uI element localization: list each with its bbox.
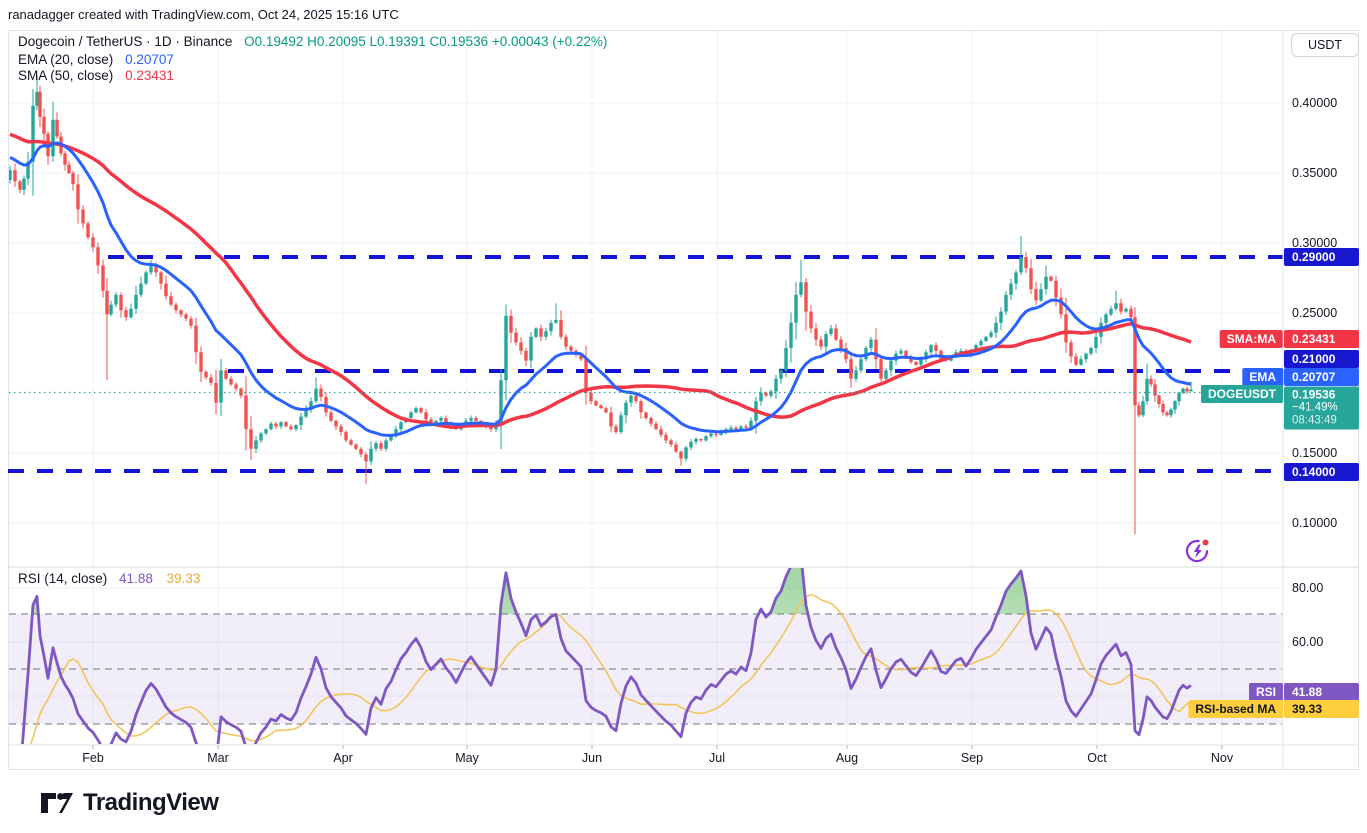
symbol-title: Dogecoin / TetherUS · 1D · Binance [18, 34, 233, 49]
month-label: Jun [581, 751, 603, 765]
month-label: Apr [333, 751, 353, 765]
flash-refresh-icon[interactable] [1183, 537, 1211, 565]
session-change: −41.49% [1292, 401, 1338, 414]
rsi-tick: 80.00 [1292, 581, 1324, 595]
ema-value-badge[interactable]: 0.20707 [1284, 368, 1359, 386]
price-tick: 0.15000 [1292, 446, 1338, 460]
rsi-value-badge[interactable]: 41.88 [1284, 683, 1359, 701]
price-tick: 0.25000 [1292, 306, 1338, 320]
sma-line-label[interactable]: SMA:MA [1219, 330, 1283, 348]
sma-legend[interactable]: SMA (50, close) 0.23431 [18, 68, 174, 83]
ohlc-values: O0.19492 H0.20095 L0.19391 C0.19536 +0.0… [244, 34, 608, 49]
month-label: Oct [1087, 751, 1107, 765]
sma-value-badge[interactable]: 0.23431 [1284, 330, 1359, 348]
ema-legend[interactable]: EMA (20, close) 0.20707 [18, 52, 174, 67]
rsi-legend-label: RSI (14, close) [18, 571, 108, 586]
tradingview-logo-text: TradingView [83, 789, 219, 816]
sma-legend-label: SMA (50, close) [18, 68, 114, 83]
sma-legend-value: 0.23431 [125, 68, 174, 83]
rsi-legend[interactable]: RSI (14, close) 41.88 39.33 [18, 571, 200, 586]
symbol-price-label[interactable]: DOGEUSDT [1200, 385, 1283, 403]
month-label: May [455, 751, 479, 765]
rsi-ma-line-label[interactable]: RSI-based MA [1188, 700, 1283, 718]
price-tick: 0.40000 [1292, 96, 1338, 110]
month-label: Aug [835, 751, 859, 765]
month-label: Jul [709, 751, 725, 765]
price-tick: 0.30000 [1292, 236, 1338, 250]
bar-countdown: 08:43:49 [1292, 414, 1337, 427]
level-price-badge[interactable]: 0.29000 [1284, 248, 1359, 266]
month-label: Mar [207, 751, 229, 765]
month-label: Sep [960, 751, 984, 765]
rsi-ma-value-badge[interactable]: 39.33 [1284, 700, 1359, 718]
last-price: 0.19536 [1292, 387, 1336, 402]
month-label: Feb [82, 751, 104, 765]
rsi-legend-value: 41.88 [119, 571, 153, 586]
tradingview-logo-icon [41, 793, 73, 813]
month-label: Nov [1210, 751, 1234, 765]
currency-unit-button[interactable]: USDT [1291, 33, 1359, 57]
price-tick: 0.35000 [1292, 166, 1338, 180]
ema-legend-value: 0.20707 [125, 52, 174, 67]
symbol-price-badge[interactable]: 0.19536 −41.49% 08:43:49 [1284, 386, 1359, 430]
tradingview-logo[interactable]: TradingView [40, 789, 219, 817]
level-price-badge[interactable]: 0.14000 [1284, 463, 1359, 481]
level-price-badge[interactable]: 0.21000 [1284, 350, 1359, 368]
attribution-text: ranadagger created with TradingView.com,… [8, 7, 399, 22]
symbol-legend[interactable]: Dogecoin / TetherUS · 1D · Binance O0.19… [18, 34, 607, 49]
price-tick: 0.10000 [1292, 516, 1338, 530]
rsi-line-label[interactable]: RSI [1248, 683, 1283, 701]
rsi-tick: 60.00 [1292, 635, 1324, 649]
ema-line-label[interactable]: EMA [1242, 368, 1283, 386]
rsi-ma-legend-value: 39.33 [166, 571, 201, 586]
ema-legend-label: EMA (20, close) [18, 52, 114, 67]
